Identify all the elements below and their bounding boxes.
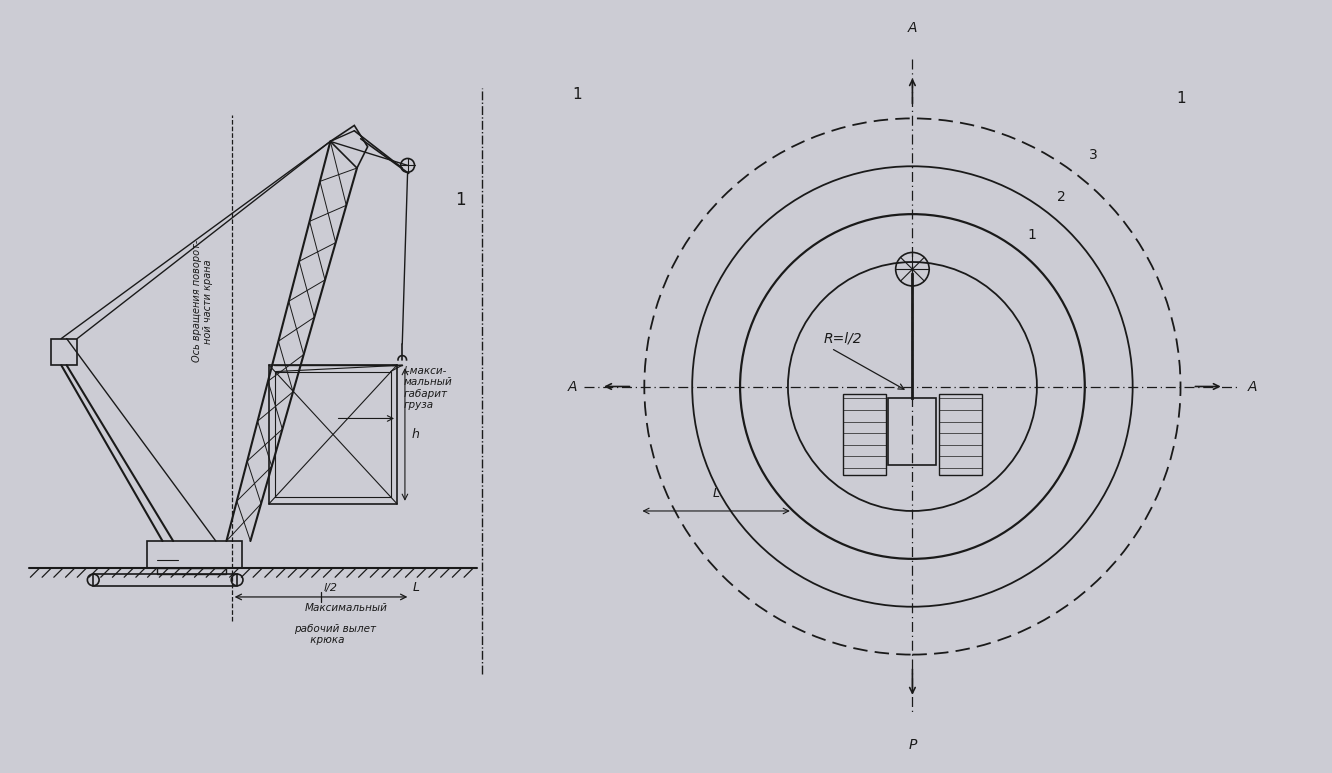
Text: P: P (908, 738, 916, 752)
Text: 1: 1 (456, 192, 466, 209)
Text: рабочий вылет
     крюка: рабочий вылет крюка (294, 624, 377, 645)
Text: l/2: l/2 (324, 583, 338, 593)
Text: A: A (1248, 380, 1257, 393)
Text: 1: 1 (1176, 91, 1185, 107)
Text: Ось вращения поворот-
ной части крана: Ось вращения поворот- ной части крана (192, 240, 213, 363)
Text: 1: 1 (1027, 227, 1036, 242)
Text: A: A (567, 380, 577, 393)
Text: l-макси-
мальный
габарит
груза: l-макси- мальный габарит груза (404, 366, 452, 410)
Text: 1: 1 (573, 87, 582, 102)
Text: Максимальный: Максимальный (305, 604, 388, 613)
Text: A: A (907, 21, 918, 35)
Text: R=l/2: R=l/2 (825, 332, 863, 346)
Text: L: L (413, 581, 420, 594)
Text: h: h (412, 428, 420, 441)
Text: L: L (713, 487, 719, 499)
Text: 3: 3 (1090, 148, 1098, 162)
Text: 2: 2 (1056, 190, 1066, 204)
